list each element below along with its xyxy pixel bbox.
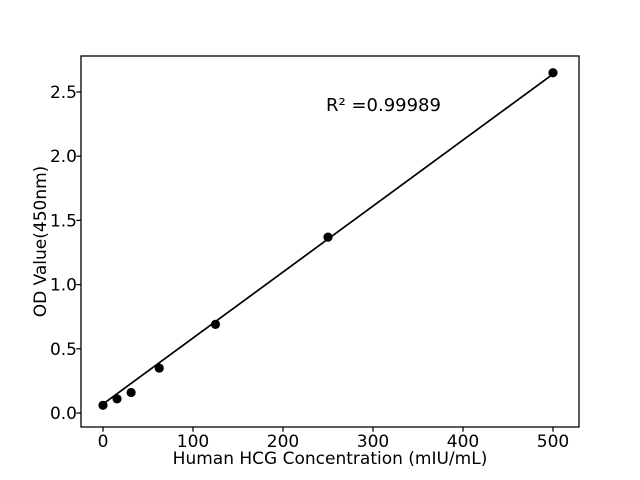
y-tick-label: 0.5 bbox=[50, 340, 77, 360]
data-point bbox=[112, 394, 122, 404]
x-axis-label: Human HCG Concentration (mIU/mL) bbox=[173, 449, 488, 469]
data-point bbox=[98, 400, 108, 410]
data-point bbox=[323, 232, 333, 242]
x-tick-label: 100 bbox=[177, 432, 209, 452]
x-tick-label: 300 bbox=[357, 432, 389, 452]
x-tick-label: 0 bbox=[98, 432, 109, 452]
y-tick-label: 0.0 bbox=[50, 404, 77, 424]
data-point bbox=[548, 68, 558, 78]
y-tick-label: 2.0 bbox=[50, 147, 77, 167]
r-squared-annotation: R² =0.99989 bbox=[326, 95, 441, 116]
y-tick-label: 1.5 bbox=[50, 211, 77, 231]
y-tick-label: 2.5 bbox=[50, 83, 77, 103]
x-tick-label: 400 bbox=[447, 432, 479, 452]
x-tick-label: 200 bbox=[267, 432, 299, 452]
plot-frame bbox=[80, 55, 580, 428]
data-point bbox=[210, 319, 221, 330]
y-tick-label: 1.0 bbox=[50, 276, 77, 296]
data-point bbox=[126, 387, 136, 398]
data-point bbox=[154, 363, 164, 373]
y-axis-label: OD Value(450nm) bbox=[31, 166, 51, 318]
x-tick-label: 500 bbox=[537, 432, 569, 452]
